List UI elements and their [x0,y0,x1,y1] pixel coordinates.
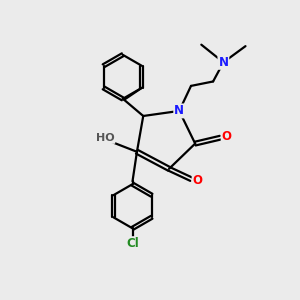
Text: N: N [218,56,228,69]
Text: N: N [174,104,184,117]
Text: HO: HO [96,133,114,143]
Text: O: O [222,130,232,143]
Text: Cl: Cl [126,237,139,250]
Text: O: O [193,174,202,187]
